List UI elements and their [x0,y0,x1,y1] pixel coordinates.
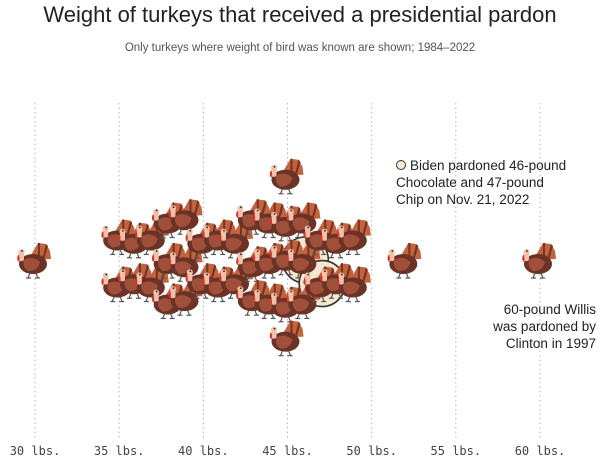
annotation-text: Biden pardoned 46-pound [410,158,567,173]
x-tick-label: 30 lbs. [10,444,61,458]
turkey-point [386,242,422,279]
annotation-line: Clinton in 1997 [505,336,596,351]
annotation-line: Biden pardoned 46-pound [396,157,596,174]
annotation-line: Chip on Nov. 21, 2022 [396,192,530,207]
x-tick-label: 50 lbs. [346,444,397,458]
willis-annotation: 60-pound Willis was pardoned by Clinton … [466,301,596,352]
turkey-point [269,158,305,195]
annotation-line: 60-pound Willis [503,302,596,317]
x-tick-label: 35 lbs. [94,444,145,458]
highlight-marker-icon [396,160,406,170]
x-tick-label: 60 lbs. [515,444,566,458]
turkey-point [269,320,305,357]
turkey-point [16,242,52,279]
x-tick-label: 45 lbs. [262,444,313,458]
biden-annotation: Biden pardoned 46-pound Chocolate and 47… [396,157,596,208]
x-tick-label: 40 lbs. [178,444,229,458]
x-tick-label: 55 lbs. [431,444,482,458]
annotation-line: was pardoned by [493,319,596,334]
chart-subtitle: Only turkeys where weight of bird was kn… [124,42,476,54]
chart-title: Weight of turkeys that received a presid… [43,2,557,27]
turkey-point [521,242,557,279]
annotation-line: Chocolate and 47-pound [396,175,544,190]
